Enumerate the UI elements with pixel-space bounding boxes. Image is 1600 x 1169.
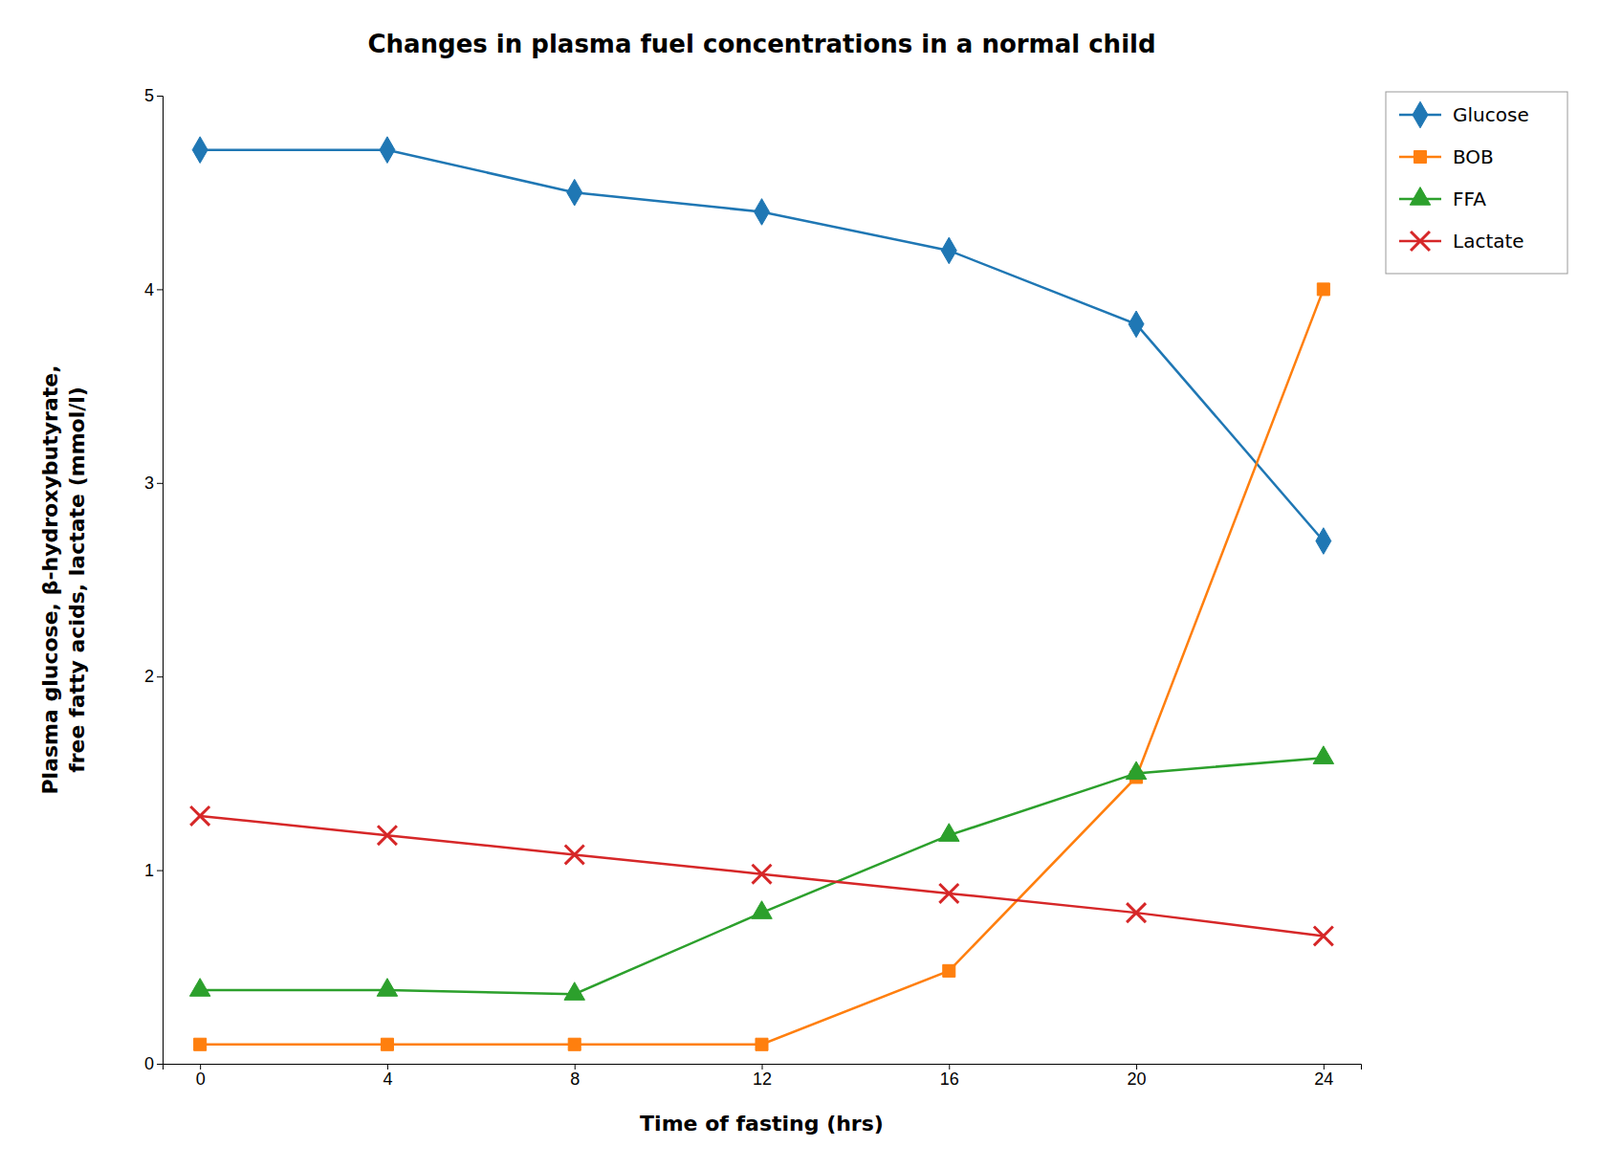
tick-mark	[156, 288, 163, 290]
y-axis: 0 1 2 3 4 5	[144, 86, 164, 1074]
legend-symbol	[1410, 231, 1430, 251]
tick: 0	[144, 1053, 163, 1074]
tick-label: 1	[144, 860, 154, 880]
tick: 4	[144, 280, 163, 300]
tick: 2	[144, 666, 163, 686]
point	[1128, 310, 1144, 338]
point	[189, 978, 210, 997]
tick-label: 3	[144, 473, 154, 493]
line	[199, 757, 1324, 994]
marks	[189, 136, 1334, 1051]
point	[752, 864, 772, 884]
tick: 12	[752, 1063, 772, 1089]
point	[379, 136, 395, 164]
title: Changes in plasma fuel concentrations in…	[367, 29, 1156, 59]
legend: Glucose BOB FFA Lactate	[1385, 91, 1568, 274]
plot: 04812162024012345	[144, 86, 1362, 1089]
tick: 20	[1127, 1063, 1147, 1089]
tick-label: 4	[382, 1069, 393, 1089]
tick-label: 5	[144, 86, 154, 106]
point	[1125, 761, 1146, 780]
point	[376, 978, 397, 997]
tick: 5	[144, 86, 163, 106]
point	[755, 1037, 768, 1051]
legend-item: Lactate	[1399, 229, 1525, 253]
tick-mark	[156, 95, 163, 97]
tick: 4	[382, 1063, 393, 1089]
legend-item: Glucose	[1399, 101, 1530, 129]
line	[199, 150, 1324, 542]
chart: 04812162024012345Changes in plasma fuel …	[0, 0, 1600, 1169]
legend-label: Glucose	[1452, 103, 1530, 127]
point	[194, 1037, 207, 1051]
point	[1315, 527, 1332, 555]
x-axis: 0 4 8 12 16 20 24	[163, 1063, 1362, 1089]
point	[377, 825, 397, 845]
point	[1314, 925, 1334, 945]
line	[199, 288, 1324, 1044]
point	[939, 883, 959, 903]
point	[380, 1037, 394, 1051]
x-axis-title: Time of fasting (hrs)	[639, 1111, 884, 1136]
tick-label: 12	[752, 1069, 772, 1089]
tick-label: 4	[144, 280, 154, 300]
tick-mark	[156, 1063, 163, 1065]
tick-label: 0	[196, 1069, 206, 1089]
y-axis-title: Plasma glucose, β-hydroxybutyrate,free f…	[38, 364, 89, 794]
tick-label: 2	[144, 666, 154, 686]
legend-item: FFA	[1399, 187, 1487, 211]
tick-mark	[156, 676, 163, 678]
tick-label: 16	[940, 1069, 960, 1089]
tick: 0	[196, 1063, 206, 1089]
point	[941, 237, 957, 264]
point	[1126, 902, 1146, 922]
legend-symbol	[1412, 101, 1428, 129]
tick: 24	[1314, 1063, 1334, 1089]
tick: 16	[940, 1063, 960, 1089]
legend-label: BOB	[1452, 145, 1494, 169]
y-axis-title-line: Plasma glucose, β-hydroxybutyrate,	[38, 364, 63, 794]
axis-line	[156, 96, 164, 1065]
point	[190, 806, 210, 826]
tick-mark	[156, 870, 163, 872]
point	[567, 178, 583, 206]
legend-item: BOB	[1399, 145, 1494, 169]
point	[1313, 745, 1334, 765]
legend-label: Lactate	[1452, 229, 1525, 253]
tick-label: 8	[569, 1069, 580, 1089]
tick-label: 24	[1314, 1069, 1334, 1089]
tick-mark	[156, 482, 163, 484]
point	[939, 823, 960, 842]
legend-symbol	[1413, 150, 1426, 163]
point	[192, 136, 208, 164]
tick-label: 0	[144, 1053, 154, 1074]
tick: 3	[144, 473, 163, 493]
point	[568, 1037, 581, 1051]
point	[1316, 283, 1330, 296]
point	[565, 844, 585, 864]
legend-symbol	[1409, 187, 1430, 206]
y-axis-title-line: free fatty acids, lactate (mmol/l)	[65, 386, 89, 773]
tick: 8	[569, 1063, 580, 1089]
tick-label: 20	[1127, 1069, 1147, 1089]
legend-label: FFA	[1452, 187, 1487, 211]
point	[754, 198, 770, 226]
legend-frame	[1385, 91, 1568, 274]
point	[942, 964, 956, 977]
point	[564, 982, 585, 1001]
point	[751, 900, 772, 920]
line	[199, 815, 1324, 936]
tick: 1	[144, 860, 163, 880]
